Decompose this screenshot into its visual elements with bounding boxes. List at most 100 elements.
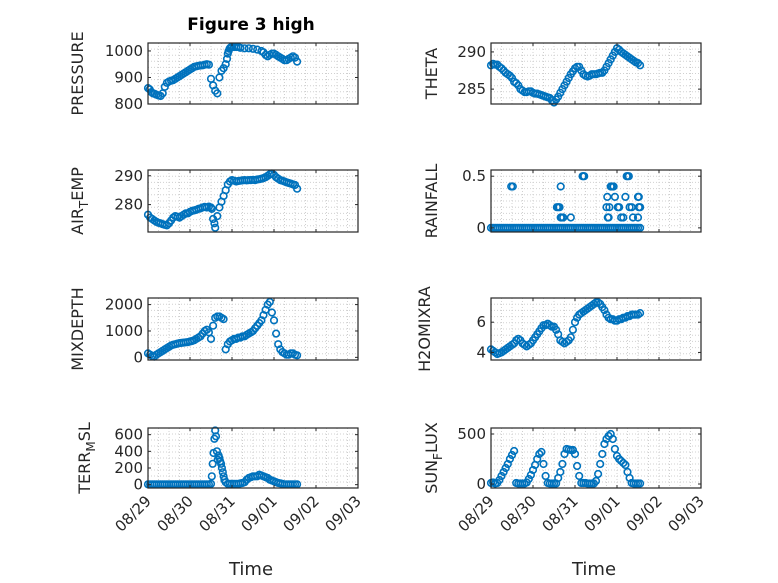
y-tick-label: 0 [133, 476, 143, 494]
figure-title: Figure 3 high [187, 15, 315, 35]
y-tick-label: 600 [114, 426, 143, 444]
data-point [160, 82, 169, 91]
y-tick-label: 6 [476, 313, 486, 331]
data-point [497, 471, 506, 481]
data-point [222, 54, 232, 64]
data-point [206, 334, 216, 344]
data-point [219, 315, 228, 324]
data-point [617, 456, 626, 466]
data-point [555, 203, 564, 212]
data-point [293, 57, 302, 66]
data-point [633, 58, 643, 68]
data-point [600, 306, 609, 315]
data-point [236, 43, 245, 52]
data-point [602, 203, 611, 212]
axes-box [147, 42, 359, 105]
subplot-air_temp: 280 290 AIRTEMP [68, 167, 359, 235]
data-point [634, 192, 643, 201]
axes-box [490, 169, 702, 233]
data-point [509, 446, 519, 456]
data-point [218, 468, 227, 477]
data-point [293, 184, 302, 193]
y-axis-label: RAINFALL [422, 164, 441, 239]
data-point [217, 463, 226, 473]
data-point [524, 474, 533, 484]
data-point [610, 192, 620, 201]
data-point [570, 449, 580, 459]
data-point [208, 459, 217, 468]
y-tick-label: 0 [476, 219, 486, 237]
data-point [507, 450, 517, 460]
data-point [605, 203, 614, 212]
data-point [635, 203, 645, 212]
data-point [614, 203, 624, 212]
data-point [621, 460, 630, 470]
subplot-pressure: 800 900 1000 PRESSURE [68, 31, 359, 116]
y-tick-label: 280 [114, 196, 143, 214]
data-point [609, 182, 618, 191]
data-point [610, 444, 620, 454]
data-point [211, 223, 220, 232]
data-point [212, 447, 221, 456]
data-point [598, 68, 607, 77]
y-tick-label: 900 [114, 68, 143, 86]
subplot-theta: 285 290 THETA [422, 42, 702, 107]
axes-box [490, 297, 702, 361]
data-point [558, 459, 567, 469]
data-point [248, 44, 258, 53]
axes-box [490, 42, 702, 105]
data-point [580, 172, 589, 181]
y-axis-label: PRESSURE [68, 31, 87, 115]
data-point [608, 434, 617, 444]
data-point [635, 61, 645, 70]
data-point [566, 213, 575, 222]
data-point [495, 475, 504, 485]
y-axis-label: THETA [422, 48, 441, 100]
data-point [210, 219, 219, 228]
x-axis-label-right: Time [571, 559, 616, 580]
subplot-h2omixra: 4 6 H2OMIXRA [415, 286, 702, 372]
y-tick-label: 2000 [105, 296, 143, 314]
y-tick-label: 200 [114, 459, 143, 477]
data-point [635, 223, 645, 232]
data-point [566, 333, 575, 342]
data-point [593, 469, 603, 479]
axes-box [147, 297, 359, 361]
data-point [207, 472, 216, 481]
y-axis-label: TERRMSL [75, 422, 98, 495]
y-tick-label: 500 [457, 425, 486, 443]
y-tick-label: 290 [457, 43, 486, 61]
y-tick-label: 0.5 [462, 167, 486, 185]
data-point [541, 471, 550, 481]
data-point [556, 467, 565, 477]
data-point [508, 182, 517, 191]
data-point [213, 89, 222, 98]
y-axis-label: MIXDEPTH [68, 287, 87, 370]
data-point [213, 212, 222, 221]
data-point [219, 64, 228, 73]
data-point [221, 60, 230, 69]
y-axis-label: AIRTEMP [68, 167, 91, 235]
data-point [604, 213, 613, 222]
y-axis-label: SUNFLUX [422, 422, 445, 494]
data-point [497, 64, 506, 73]
data-point [293, 351, 302, 360]
data-point [570, 318, 580, 327]
y-tick-label: 0 [133, 348, 143, 366]
y-tick-label: 0 [476, 475, 486, 493]
data-point [505, 454, 515, 464]
data-point [559, 213, 568, 222]
y-tick-label: 290 [114, 167, 143, 185]
data-point [265, 297, 274, 307]
data-point [217, 459, 226, 468]
x-axis-label-left: Time [228, 559, 273, 580]
data-point [207, 204, 216, 213]
data-point [512, 79, 521, 88]
axes-box [147, 427, 359, 489]
data-point [162, 221, 171, 230]
y-axis-label: H2OMIXRA [415, 286, 434, 372]
subplot-mixdepth: 0 1000 2000 MIXDEPTH [68, 287, 359, 371]
data-point [535, 449, 544, 459]
data-point [628, 213, 638, 222]
